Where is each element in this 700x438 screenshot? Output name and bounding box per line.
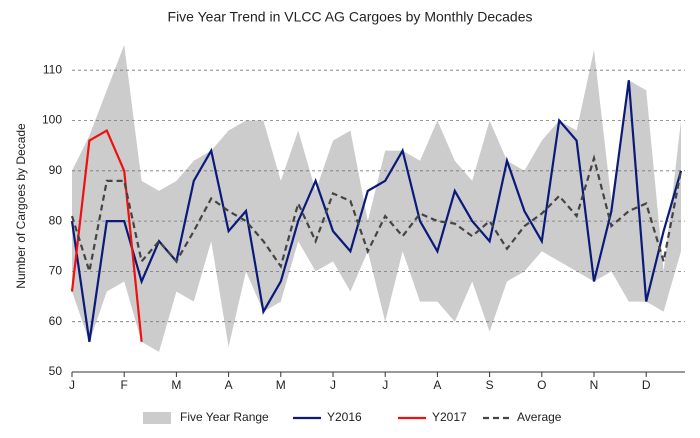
y-tick-label: 90 <box>49 163 63 177</box>
y-tick-label: 60 <box>49 314 63 328</box>
y-tick-label: 70 <box>49 264 63 278</box>
x-tick-label: O <box>537 378 546 392</box>
y-tick-label: 50 <box>49 364 63 378</box>
y-tick-label: 80 <box>49 213 63 227</box>
legend-label: Y2017 <box>432 410 467 424</box>
x-tick-label: M <box>171 378 181 392</box>
legend-label: Five Year Range <box>180 410 269 424</box>
x-tick-label: A <box>225 378 233 392</box>
chart-title: Five Year Trend in VLCC AG Cargoes by Mo… <box>168 9 533 25</box>
x-tick-label: N <box>590 378 599 392</box>
y-axis-label: Number of Cargoes by Decade <box>14 123 28 289</box>
x-tick-label: M <box>276 378 286 392</box>
x-tick-label: J <box>69 378 75 392</box>
x-tick-label: S <box>486 378 494 392</box>
series-line <box>70 128 143 342</box>
x-tick-label: J <box>382 378 388 392</box>
series-line <box>70 154 683 272</box>
x-tick-label: F <box>121 378 128 392</box>
y-tick-label: 110 <box>43 62 62 76</box>
y-tick-label: 100 <box>42 113 62 127</box>
legend-swatch <box>143 412 171 424</box>
series-line <box>70 80 683 342</box>
x-tick-label: J <box>330 378 336 392</box>
x-tick-label: A <box>433 378 441 392</box>
legend-label: Average <box>517 410 562 424</box>
legend-label: Y2016 <box>327 410 362 424</box>
x-tick-label: D <box>642 378 651 392</box>
range-area <box>72 45 681 352</box>
